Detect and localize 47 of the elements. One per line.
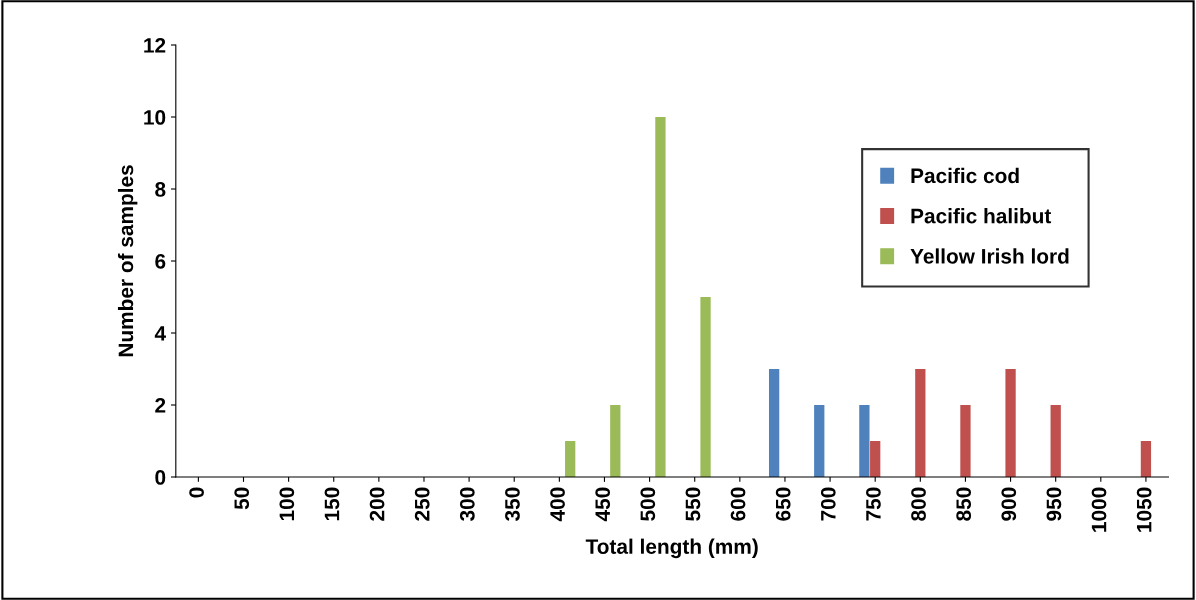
x-tick-label: 400 xyxy=(550,487,565,522)
bar xyxy=(1005,369,1016,477)
y-tick-label: 4 xyxy=(154,326,166,341)
y-tick-label: 0 xyxy=(155,470,166,485)
legend-label: Pacific cod xyxy=(911,167,1019,184)
x-tick-label: 750 xyxy=(866,487,881,521)
y-tick-label: 2 xyxy=(155,398,166,413)
x-tick-label: 900 xyxy=(1001,487,1017,521)
y-tick-label: 12 xyxy=(144,38,166,53)
x-tick-label: 300 xyxy=(459,487,475,521)
x-tick-label: 500 xyxy=(640,487,656,521)
bar xyxy=(1050,405,1061,477)
bar xyxy=(610,405,621,477)
bar xyxy=(768,369,780,477)
x-tick-label: 100 xyxy=(279,487,295,521)
x-tick-label: 950 xyxy=(1046,487,1062,521)
bar xyxy=(859,405,870,477)
bar xyxy=(700,297,711,477)
x-tick-label: 0 xyxy=(189,487,204,498)
legend-label: Yellow Irish lord xyxy=(910,248,1069,264)
x-tick-label: 200 xyxy=(369,487,385,521)
x-tick-label: 550 xyxy=(685,487,701,521)
x-tick-label: 350 xyxy=(505,487,520,521)
bar xyxy=(1140,441,1152,477)
x-tick-label: 1000 xyxy=(1091,487,1107,532)
x-tick-label: 850 xyxy=(956,487,972,521)
x-tick-label: 800 xyxy=(911,487,926,521)
bar xyxy=(915,369,926,477)
bar xyxy=(814,405,825,477)
legend-label: Pacific halibut xyxy=(911,208,1052,224)
x-tick-label: 600 xyxy=(730,487,746,521)
bar xyxy=(655,117,666,477)
y-tick-label: 10 xyxy=(144,110,166,125)
x-axis-title: Total length (mm) xyxy=(585,538,758,559)
y-tick-label: 8 xyxy=(155,182,166,197)
x-tick-label: 1050 xyxy=(1136,487,1152,532)
x-tick-label: 650 xyxy=(775,487,791,521)
bar xyxy=(960,405,971,477)
y-tick-label: 6 xyxy=(155,254,166,269)
y-axis-title: Number of samples xyxy=(117,165,138,357)
bar xyxy=(870,441,881,477)
x-tick-label: 50 xyxy=(234,487,250,510)
x-tick-label: 250 xyxy=(414,487,430,521)
bar xyxy=(565,441,576,477)
x-tick-label: 150 xyxy=(324,487,340,521)
x-tick-label: 450 xyxy=(595,487,611,522)
x-tick-label: 700 xyxy=(820,487,836,521)
